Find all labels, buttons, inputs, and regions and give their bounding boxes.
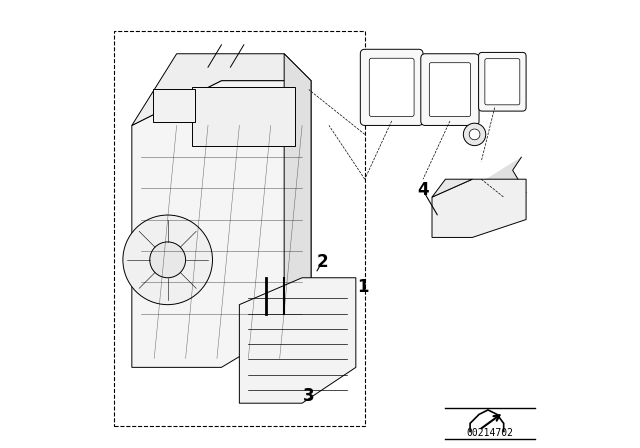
FancyBboxPatch shape [421, 54, 479, 125]
FancyBboxPatch shape [360, 49, 423, 125]
Text: 4: 4 [417, 181, 429, 199]
Circle shape [123, 215, 212, 305]
Text: 3: 3 [303, 388, 315, 405]
Polygon shape [432, 179, 472, 197]
Circle shape [469, 129, 480, 140]
FancyBboxPatch shape [192, 87, 296, 146]
FancyBboxPatch shape [485, 59, 520, 105]
FancyBboxPatch shape [429, 63, 470, 116]
Text: 2: 2 [316, 253, 328, 271]
FancyBboxPatch shape [479, 52, 526, 111]
Polygon shape [132, 81, 311, 367]
FancyBboxPatch shape [369, 58, 414, 116]
Circle shape [150, 242, 186, 278]
Polygon shape [432, 179, 526, 237]
Polygon shape [486, 157, 526, 202]
FancyBboxPatch shape [154, 89, 195, 122]
Polygon shape [132, 54, 311, 125]
Text: 1: 1 [357, 278, 368, 296]
Polygon shape [239, 278, 356, 403]
Text: 00214702: 00214702 [467, 428, 514, 438]
Circle shape [463, 123, 486, 146]
Polygon shape [284, 54, 311, 314]
